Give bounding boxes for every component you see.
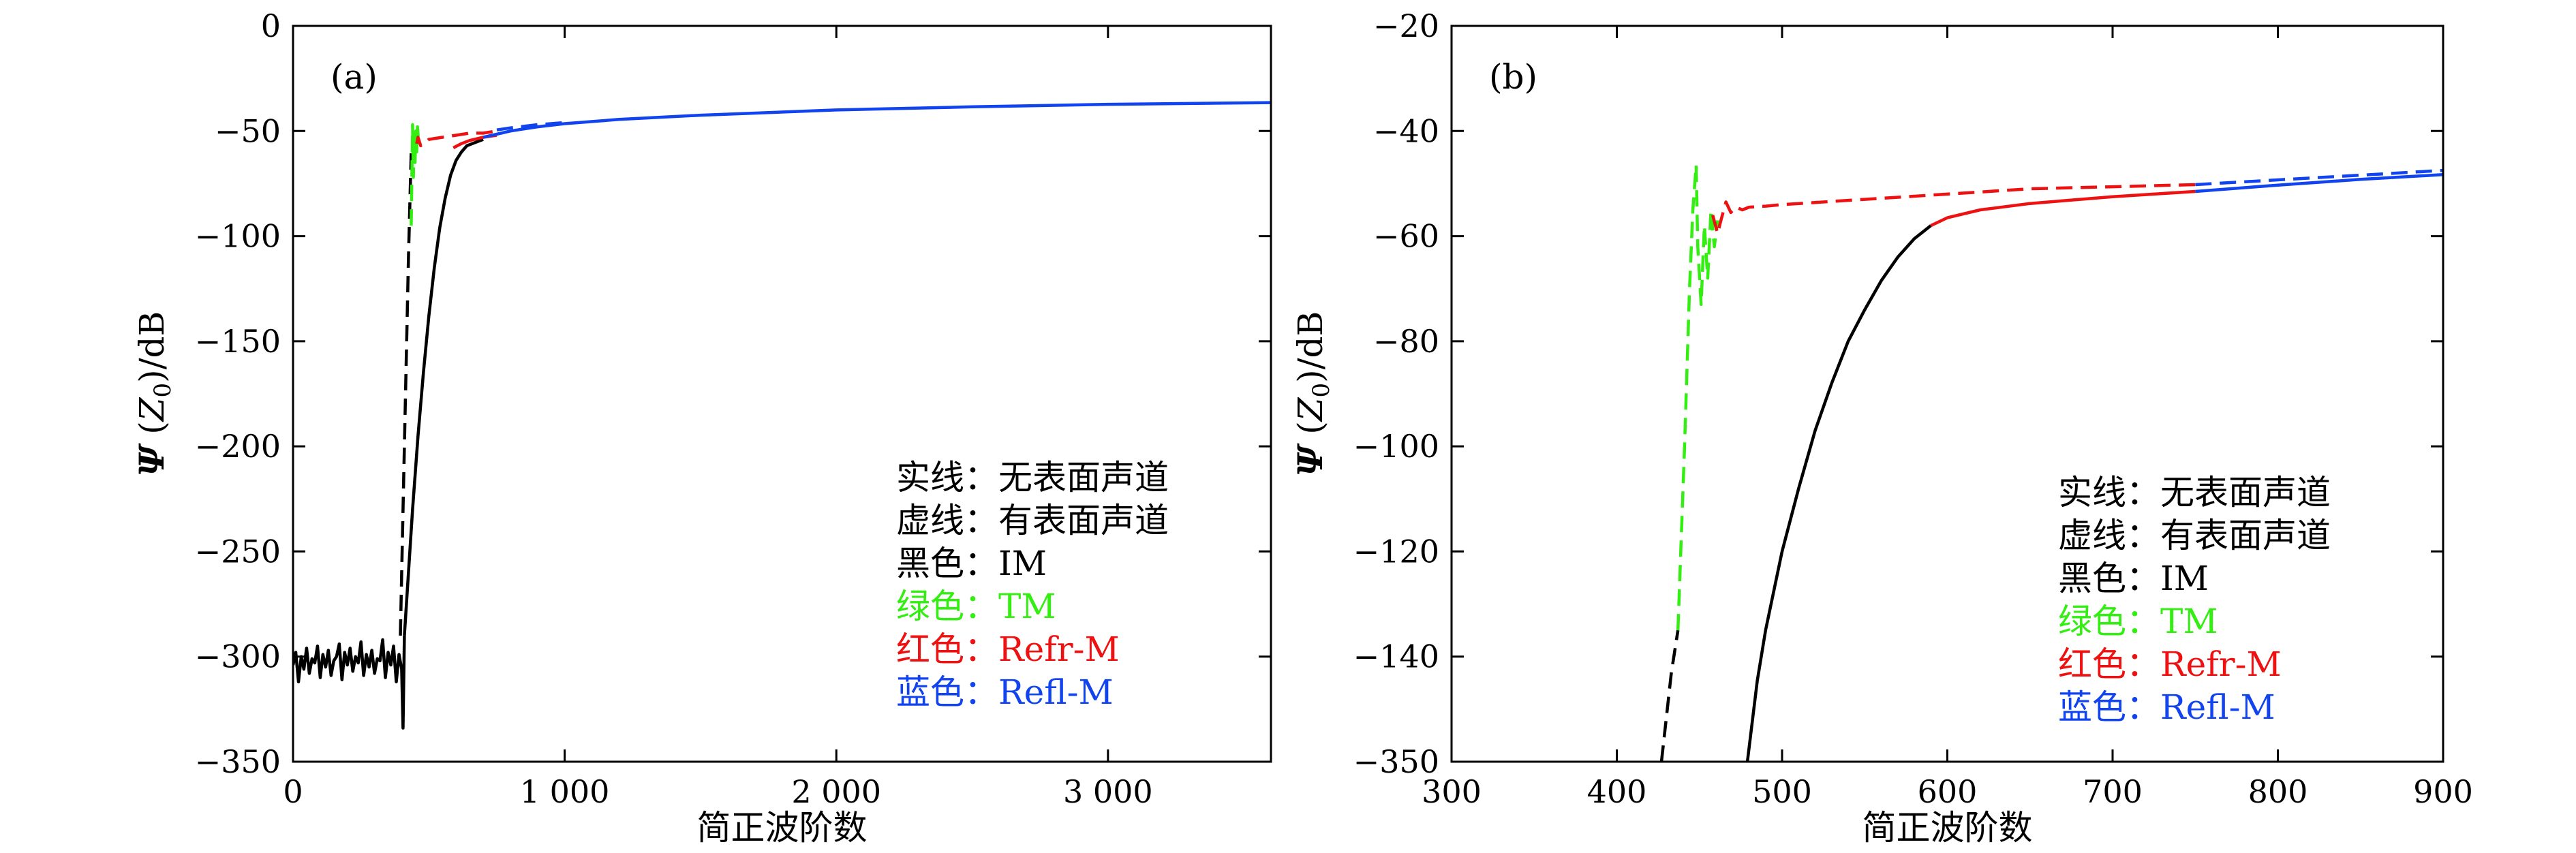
series-tm_dashed: [1676, 164, 1719, 631]
y-tick-label: −300: [195, 638, 281, 675]
x-axis-label: 简正波阶数: [697, 808, 868, 848]
legend-entry: 绿色：TM: [896, 587, 1056, 626]
x-tick-label: 400: [1587, 773, 1647, 810]
legend-entry: 蓝色：Refl-M: [2058, 687, 2275, 727]
series-refr_dashed: [415, 129, 497, 148]
series-refl_dashed: [2195, 168, 2443, 187]
x-tick-label: 1 000: [520, 773, 610, 810]
series-refl_solid: [2195, 173, 2443, 193]
series-refl_dashed: [496, 121, 565, 131]
y-tick-label: −80: [1373, 323, 1439, 360]
y-tick-label: −120: [1353, 533, 1439, 570]
x-tick-label: 900: [2413, 773, 2473, 810]
plot-frame: [1450, 25, 2444, 763]
x-tick-label: 700: [2083, 773, 2143, 810]
legend-entry: 虚线：有表面声道: [896, 501, 1169, 540]
y-tick-label: −50: [215, 112, 281, 149]
legend-entry: 红色：Refr-M: [896, 630, 1120, 669]
legend-entry: 实线：无表面声道: [896, 458, 1169, 497]
y-tick-label: −350: [195, 743, 281, 780]
series-im_solid_noise: [293, 635, 406, 730]
chart-panel-b: 300 400 500 600 700 800 900 −20 −40 −60 −80 −100 −12…: [1290, 7, 2473, 848]
legend-entry: 虚线：有表面声道: [2058, 516, 2331, 555]
y-tick-label: −20: [1373, 7, 1439, 44]
series-im_solid: [1745, 224, 1932, 762]
panel-label: (a): [331, 57, 378, 97]
y-tick-label: −140: [1353, 638, 1439, 675]
legend-entry: 黑色：IM: [2058, 559, 2209, 598]
x-tick-label: 600: [1918, 773, 1978, 810]
legend-entry: 实线：无表面声道: [2058, 473, 2331, 512]
x-tick-label: 3 000: [1063, 773, 1153, 810]
legend-entry: 黑色：IM: [896, 544, 1047, 583]
x-tick-label: 0: [283, 773, 303, 810]
series-im_dashed: [1659, 630, 1680, 762]
y-axis-label: Ψ (Z0)/dB: [1290, 311, 1335, 477]
legend-entry: 蓝色：Refl-M: [896, 672, 1114, 712]
y-tick-label: −200: [195, 428, 281, 465]
y-tick-label: −350: [1353, 743, 1439, 780]
legend-entry: 绿色：TM: [2058, 602, 2218, 641]
series-refl_solid: [482, 101, 1271, 139]
y-tick-label: −250: [195, 533, 281, 570]
y-tick-label: −150: [195, 323, 281, 360]
chart-panel-a: 0 1 000 2 000 3 000 0 −50 −100 −150 −200 −250 −300…: [132, 7, 1272, 848]
x-tick-label: 800: [2248, 773, 2308, 810]
x-axis-label: 简正波阶数: [1862, 808, 2033, 848]
legend-entry: 红色：Refr-M: [2058, 645, 2282, 684]
series-im_solid_rise: [403, 138, 484, 636]
series-refr_solid: [1930, 189, 2196, 228]
series-im_dashed: [399, 152, 413, 636]
series-group: [293, 101, 1271, 730]
panel-label: (b): [1489, 57, 1537, 97]
y-tick-label: −60: [1373, 218, 1439, 255]
y-tick-label: −40: [1373, 112, 1439, 149]
plot-frame: [292, 25, 1272, 763]
series-refr_dashed: [1711, 183, 2196, 235]
y-axis-label: Ψ (Z0)/dB: [132, 311, 177, 477]
y-tick-label: 0: [261, 7, 281, 44]
y-tick-label: −100: [1353, 428, 1439, 465]
series-tm_dashed: [410, 123, 420, 226]
x-tick-label: 500: [1752, 773, 1812, 810]
x-tick-label: 300: [1422, 773, 1482, 810]
x-tick-label: 2 000: [791, 773, 881, 810]
y-tick-label: −100: [195, 218, 281, 255]
series-group: [1659, 164, 2443, 762]
